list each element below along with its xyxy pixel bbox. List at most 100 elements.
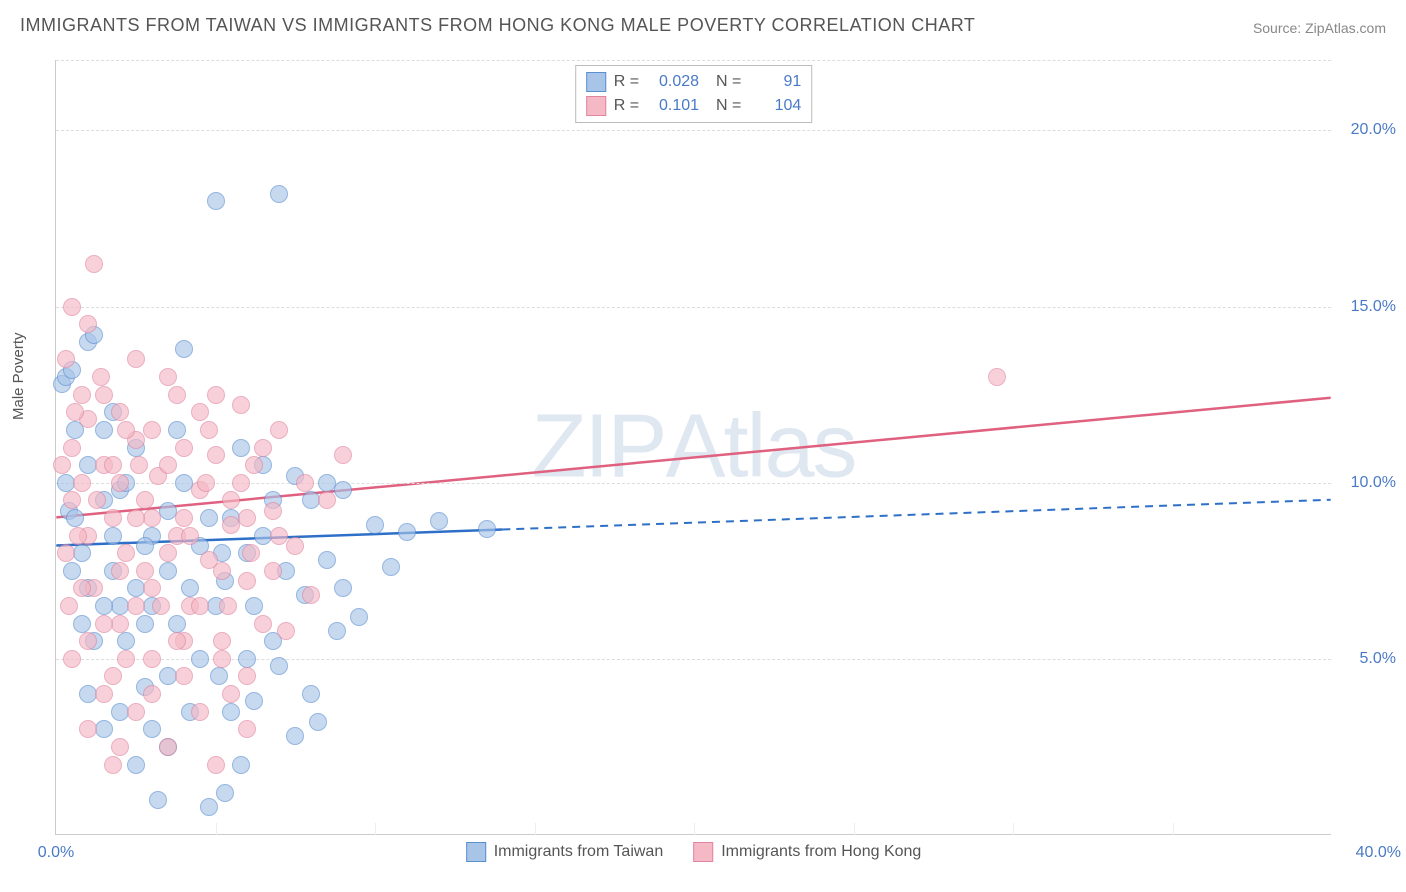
scatter-point [143,421,161,439]
scatter-point [111,738,129,756]
gridline-top [56,60,1331,61]
scatter-point [111,403,129,421]
scatter-point [286,727,304,745]
stats-legend-row: R = 0.101 N = 104 [586,94,802,118]
scatter-point [191,403,209,421]
scatter-point [191,650,209,668]
scatter-point [222,703,240,721]
scatter-point [270,657,288,675]
scatter-point [104,509,122,527]
scatter-point [95,597,113,615]
stats-r-value: 0.101 [647,94,699,118]
scatter-point [232,396,250,414]
scatter-point [175,340,193,358]
scatter-point [318,551,336,569]
scatter-point [242,544,260,562]
scatter-point [63,562,81,580]
legend-swatch [586,96,606,116]
scatter-point [200,509,218,527]
stats-legend: R = 0.028 N = 91 R = 0.101 N = 104 [575,65,813,123]
scatter-point [127,597,145,615]
stats-legend-row: R = 0.028 N = 91 [586,70,802,94]
scatter-point [95,720,113,738]
legend-label: Immigrants from Hong Kong [721,843,921,861]
xtick-minor [535,823,536,835]
scatter-point [73,386,91,404]
scatter-point [53,456,71,474]
scatter-point [398,523,416,541]
scatter-point [207,446,225,464]
scatter-point [117,544,135,562]
stats-n-value: 91 [749,70,801,94]
scatter-point [245,597,263,615]
scatter-point [168,632,186,650]
scatter-point [238,572,256,590]
gridline-h [56,307,1331,308]
scatter-point [222,685,240,703]
scatter-point [136,491,154,509]
scatter-point [63,439,81,457]
scatter-point [127,703,145,721]
scatter-point [73,544,91,562]
scatter-point [95,685,113,703]
scatter-point [270,527,288,545]
scatter-point [197,474,215,492]
scatter-point [254,439,272,457]
scatter-point [175,509,193,527]
ytick-label: 20.0% [1336,121,1396,139]
scatter-point [232,474,250,492]
scatter-point [79,720,97,738]
scatter-point [104,756,122,774]
scatter-point [117,632,135,650]
scatter-point [334,579,352,597]
scatter-point [143,509,161,527]
scatter-point [213,650,231,668]
scatter-point [216,784,234,802]
scatter-point [302,586,320,604]
scatter-point [200,798,218,816]
scatter-point [191,703,209,721]
ytick-label: 10.0% [1336,474,1396,492]
scatter-point [92,368,110,386]
scatter-point [143,685,161,703]
scatter-point [127,509,145,527]
scatter-point [95,386,113,404]
scatter-point [213,562,231,580]
scatter-point [136,537,154,555]
stats-n-label: N = [707,94,741,118]
scatter-point [334,446,352,464]
scatter-point [159,368,177,386]
scatter-point [159,562,177,580]
scatter-point [63,650,81,668]
scatter-point [63,491,81,509]
scatter-point [232,439,250,457]
ytick-label: 15.0% [1336,298,1396,316]
gridline-h [56,130,1331,131]
scatter-point [238,720,256,738]
xtick-minor [1013,823,1014,835]
scatter-point [478,520,496,538]
scatter-point [104,667,122,685]
scatter-point [302,685,320,703]
source-attribution: Source: ZipAtlas.com [1253,20,1386,36]
scatter-point [130,456,148,474]
scatter-point [136,615,154,633]
scatter-point [73,474,91,492]
stats-r-value: 0.028 [647,70,699,94]
scatter-point [95,421,113,439]
scatter-point [104,527,122,545]
scatter-point [350,608,368,626]
scatter-point [222,491,240,509]
scatter-point [79,632,97,650]
scatter-point [200,421,218,439]
scatter-point [168,386,186,404]
scatter-point [63,298,81,316]
scatter-point [181,579,199,597]
scatter-point [213,632,231,650]
scatter-point [264,502,282,520]
scatter-point [168,421,186,439]
scatter-point [210,667,228,685]
xtick-minor [1173,823,1174,835]
scatter-point [988,368,1006,386]
scatter-point [95,615,113,633]
